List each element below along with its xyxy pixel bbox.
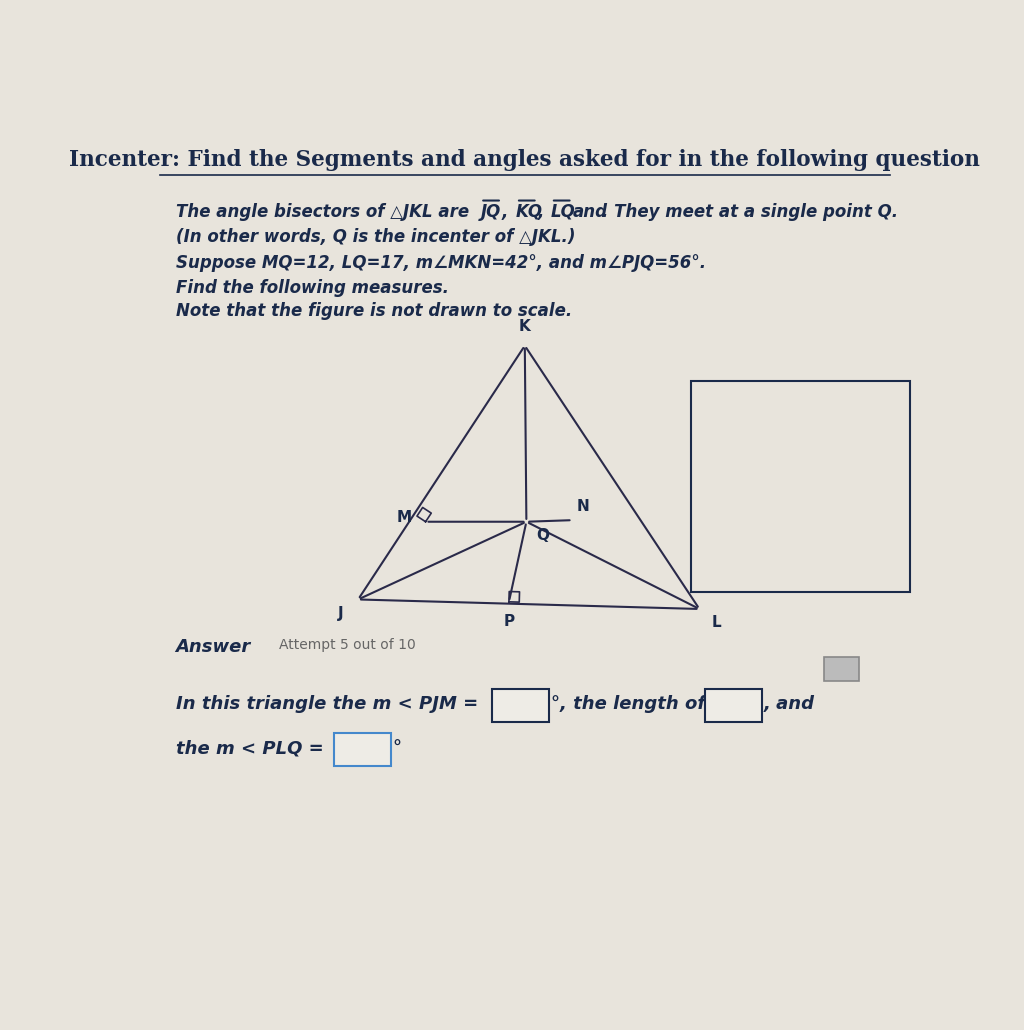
FancyBboxPatch shape bbox=[824, 657, 859, 681]
Text: , and: , and bbox=[764, 695, 815, 713]
Text: Find the following measures.: Find the following measures. bbox=[176, 279, 449, 297]
Text: . They meet at a single point Q.: . They meet at a single point Q. bbox=[602, 203, 898, 220]
Text: m∠PLQ =: m∠PLQ = bbox=[753, 551, 849, 569]
FancyBboxPatch shape bbox=[493, 689, 550, 722]
Text: KQ: KQ bbox=[516, 203, 543, 220]
FancyBboxPatch shape bbox=[691, 381, 909, 591]
Text: ,: , bbox=[538, 203, 544, 220]
Text: N: N bbox=[577, 499, 589, 514]
FancyBboxPatch shape bbox=[334, 732, 391, 766]
Text: L: L bbox=[712, 615, 721, 630]
Text: K: K bbox=[519, 318, 530, 334]
Text: °: ° bbox=[392, 740, 401, 757]
Text: J: J bbox=[338, 606, 344, 621]
Text: m∠PJM =: m∠PJM = bbox=[754, 407, 848, 424]
Text: Note that the figure is not drawn to scale.: Note that the figure is not drawn to sca… bbox=[176, 302, 571, 320]
Text: Incenter: Find the Segments and angles asked for in the following question: Incenter: Find the Segments and angles a… bbox=[70, 149, 980, 171]
Text: JQ: JQ bbox=[480, 203, 501, 220]
Text: and: and bbox=[572, 203, 607, 220]
Text: Attempt 5 out of 10: Attempt 5 out of 10 bbox=[279, 638, 416, 652]
Text: the m < PLQ =: the m < PLQ = bbox=[176, 740, 324, 757]
Text: (In other words, Q is the incenter of △JKL.): (In other words, Q is the incenter of △J… bbox=[176, 229, 575, 246]
Text: ,: , bbox=[502, 203, 508, 220]
Text: °, the length of NQ =: °, the length of NQ = bbox=[551, 695, 763, 713]
FancyBboxPatch shape bbox=[705, 689, 762, 722]
Text: P: P bbox=[504, 614, 514, 628]
Text: NQ =: NQ = bbox=[775, 479, 826, 497]
Text: Suppose MQ=12, LQ=17, m∠MKN=42°, and m∠PJQ=56°.: Suppose MQ=12, LQ=17, m∠MKN=42°, and m∠P… bbox=[176, 253, 706, 272]
Text: M: M bbox=[396, 510, 412, 525]
Text: The angle bisectors of △JKL are: The angle bisectors of △JKL are bbox=[176, 203, 474, 220]
Text: Q: Q bbox=[536, 528, 549, 543]
Text: In this triangle the m < PJM =: In this triangle the m < PJM = bbox=[176, 695, 478, 713]
Text: LQ: LQ bbox=[551, 203, 575, 220]
Text: Answer: Answer bbox=[176, 638, 251, 655]
